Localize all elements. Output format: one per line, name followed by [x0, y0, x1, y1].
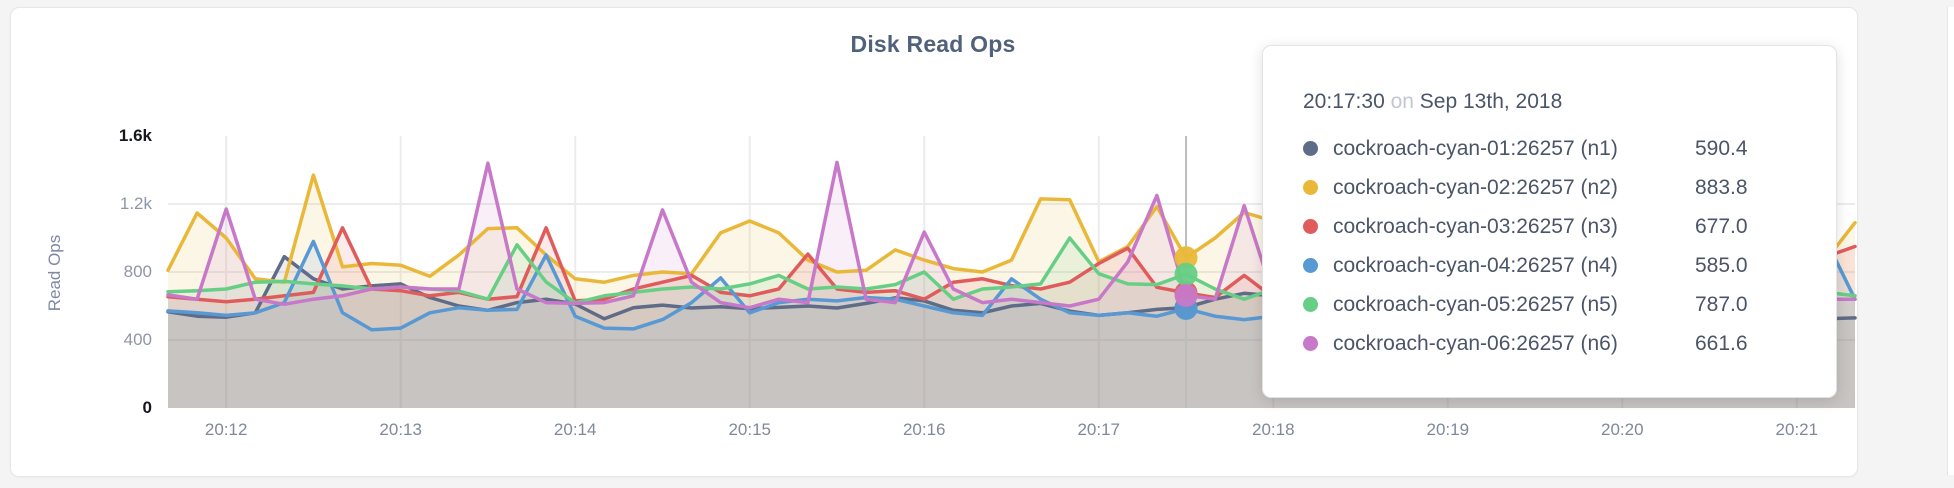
tooltip-header: 20:17:30 on Sep 13th, 2018 — [1303, 90, 1798, 114]
y-tick-label: 400 — [123, 330, 152, 349]
tooltip-rows: cockroach-cyan-01:26257 (n1) 590.4 cockr… — [1303, 129, 1798, 363]
series-color-dot — [1303, 141, 1318, 156]
series-color-dot — [1303, 336, 1318, 351]
tooltip-row: cockroach-cyan-01:26257 (n1) 590.4 — [1303, 129, 1798, 168]
x-tick-label: 20:16 — [902, 420, 946, 439]
tooltip-time: 20:17:30 — [1303, 90, 1385, 113]
series-name: cockroach-cyan-04:26257 (n4) — [1333, 253, 1618, 277]
series-name: cockroach-cyan-05:26257 (n5) — [1333, 292, 1618, 316]
tooltip-row: cockroach-cyan-03:26257 (n3) 677.0 — [1303, 207, 1798, 246]
series-value: 677.0 — [1695, 214, 1748, 238]
y-tick-label: 1.6k — [118, 126, 152, 145]
series-value: 661.6 — [1695, 331, 1748, 355]
tooltip-row: cockroach-cyan-05:26257 (n5) 787.0 — [1303, 285, 1798, 324]
series-color-dot — [1303, 180, 1318, 195]
hover-tooltip: 20:17:30 on Sep 13th, 2018 cockroach-cya… — [1262, 45, 1837, 398]
series-color-dot — [1303, 297, 1318, 312]
tooltip-row: cockroach-cyan-04:26257 (n4) 585.0 — [1303, 246, 1798, 285]
hover-dot-n5 — [1174, 262, 1198, 286]
x-tick-label: 20:19 — [1426, 420, 1470, 439]
x-tick-label: 20:15 — [728, 420, 771, 439]
x-tick-label: 20:21 — [1775, 420, 1819, 439]
chart-title: Disk Read Ops — [850, 31, 1016, 57]
series-color-dot — [1303, 219, 1318, 234]
x-tick-label: 20:13 — [379, 420, 422, 439]
series-name: cockroach-cyan-06:26257 (n6) — [1333, 331, 1618, 355]
series-value: 590.4 — [1695, 136, 1748, 160]
x-tick-label: 20:17 — [1077, 420, 1121, 439]
y-tick-label: 800 — [123, 262, 152, 281]
x-tick-label: 20:12 — [204, 420, 248, 439]
series-color-dot — [1303, 258, 1318, 273]
tooltip-date: Sep 13th, 2018 — [1419, 90, 1563, 113]
series-value: 787.0 — [1695, 292, 1748, 316]
tooltip-conjunction: on — [1390, 90, 1414, 113]
series-value: 585.0 — [1695, 253, 1748, 277]
y-tick-label: 1.2k — [119, 194, 152, 213]
y-tick-label: 0 — [142, 398, 152, 417]
series-value: 883.8 — [1695, 175, 1748, 199]
x-tick-label: 20:18 — [1251, 420, 1295, 439]
tooltip-row: cockroach-cyan-02:26257 (n2) 883.8 — [1303, 168, 1798, 207]
x-tick-label: 20:14 — [553, 420, 597, 439]
series-name: cockroach-cyan-02:26257 (n2) — [1333, 175, 1618, 199]
adjacent-panel-edge — [1947, 7, 1954, 475]
hover-dot-n6 — [1174, 284, 1198, 308]
series-name: cockroach-cyan-03:26257 (n3) — [1333, 214, 1618, 238]
tooltip-row: cockroach-cyan-06:26257 (n6) 661.6 — [1303, 324, 1798, 363]
x-tick-label: 20:20 — [1601, 420, 1644, 439]
hover-dot-n2 — [1174, 246, 1198, 270]
series-name: cockroach-cyan-01:26257 (n1) — [1333, 136, 1618, 160]
